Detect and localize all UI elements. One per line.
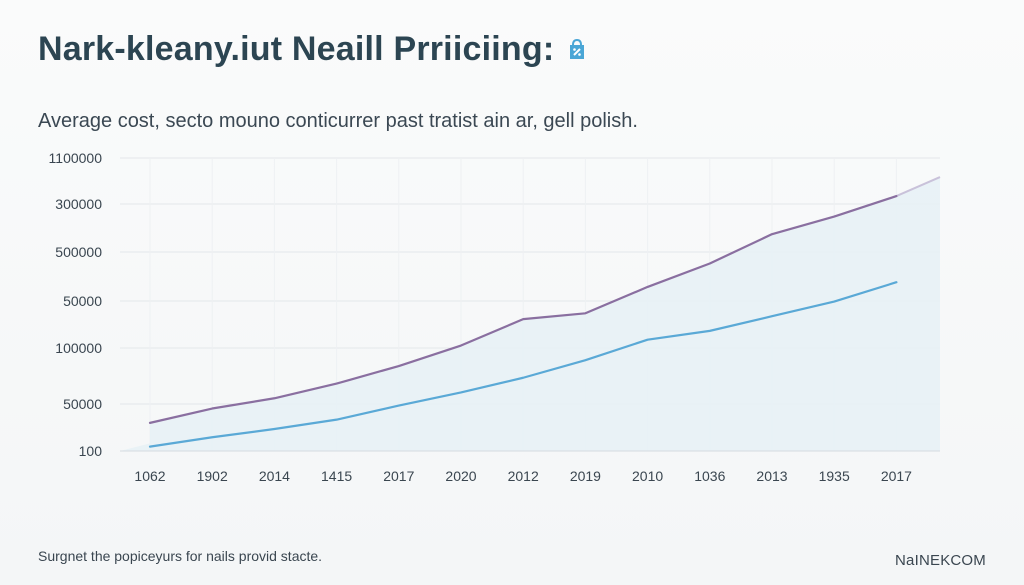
chart-subtitle: Average cost, secto mouno conticurrer pa… bbox=[38, 110, 638, 132]
y-tick-label: 300000 bbox=[55, 196, 102, 212]
brand-label: NaINEKCOM bbox=[895, 552, 986, 569]
y-tick-label: 1100000 bbox=[49, 150, 103, 166]
y-tick-label: 50000 bbox=[63, 396, 102, 412]
x-tick-label: 2012 bbox=[508, 468, 539, 484]
x-tick-label: 1415 bbox=[321, 468, 352, 484]
x-tick-label: 2014 bbox=[259, 468, 290, 484]
page-title: Nark-kleany.iut Neaill Prriiciing: bbox=[38, 30, 555, 68]
y-tick-label: 100000 bbox=[55, 340, 102, 356]
y-tick-label: 500000 bbox=[55, 244, 102, 260]
title-row: Nark-kleany.iut Neaill Prriiciing: bbox=[38, 30, 588, 69]
x-tick-label: 2020 bbox=[445, 468, 476, 484]
area-fill bbox=[120, 177, 940, 452]
line-chart: 1100000 300000 500000 50000 100000 50000 100 10… bbox=[49, 150, 941, 484]
series-extension bbox=[895, 176, 941, 198]
tag-icon bbox=[566, 38, 588, 62]
series-line-2 bbox=[148, 281, 898, 448]
x-tick-label: 2019 bbox=[570, 468, 601, 484]
x-tick-label: 1902 bbox=[197, 468, 228, 484]
x-tick-label: 1935 bbox=[819, 468, 850, 484]
series-line-1 bbox=[148, 194, 898, 424]
x-tick-label: 2017 bbox=[881, 468, 912, 484]
x-tick-label: 2013 bbox=[756, 468, 787, 484]
x-tick-label: 2010 bbox=[632, 468, 663, 484]
x-tick-label: 1062 bbox=[134, 468, 165, 484]
x-tick-label: 2017 bbox=[383, 468, 414, 484]
y-tick-label: 100 bbox=[79, 443, 103, 459]
x-tick-label: 1036 bbox=[694, 468, 725, 484]
y-tick-label: 50000 bbox=[63, 293, 102, 309]
footer-note: Surgnet the popiceyurs for nails provid … bbox=[38, 548, 323, 564]
